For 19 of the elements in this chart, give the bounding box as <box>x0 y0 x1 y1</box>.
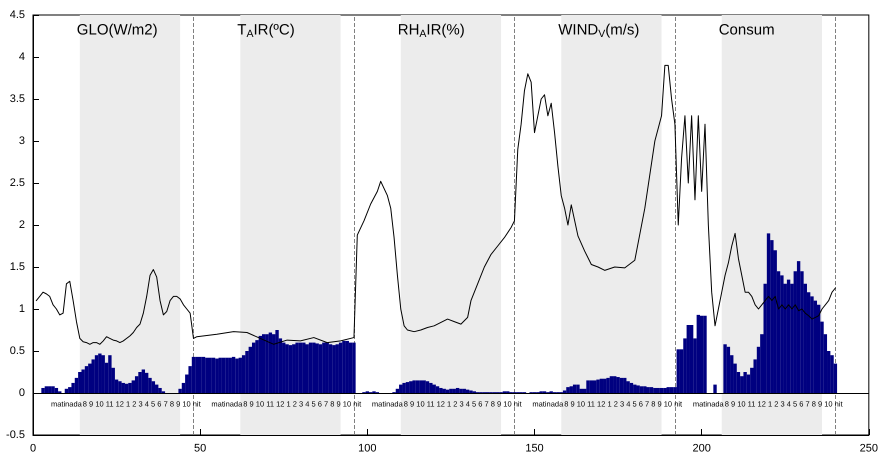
y-tick-label: -0.5 <box>6 429 25 441</box>
y-tick-label: 4.5 <box>10 9 25 21</box>
x-tick-label: 0 <box>30 442 36 454</box>
y-tick-label: 3.5 <box>10 93 25 105</box>
annotation: Consum <box>718 22 775 38</box>
x-tick-label: 200 <box>692 442 711 454</box>
y-tick-label: 1 <box>18 303 25 315</box>
y-tick-label: 2 <box>18 219 25 231</box>
y-tick-label: 4 <box>18 51 25 63</box>
y-tick-label: 2.5 <box>10 177 25 189</box>
x-tick-label: 150 <box>525 442 544 454</box>
y-tick-label: 0.5 <box>10 345 25 357</box>
annotation: GLO(W/m2) <box>76 22 158 38</box>
y-tick-label: 1.5 <box>10 261 25 273</box>
y-tick-label: 0 <box>18 387 25 399</box>
x-tick-label: 100 <box>358 442 377 454</box>
x-tick-label: 50 <box>194 442 206 454</box>
y-tick-label: 3 <box>18 135 25 147</box>
x-tick-label: 250 <box>860 442 878 454</box>
